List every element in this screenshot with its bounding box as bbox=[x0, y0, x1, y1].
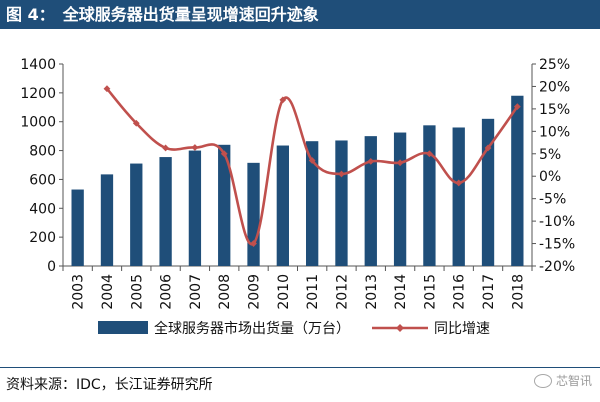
x-axis-tick-label: 2014 bbox=[393, 274, 409, 310]
x-axis-tick-label: 2003 bbox=[71, 274, 87, 310]
right-axis-tick-label: 5% bbox=[539, 147, 561, 163]
right-axis-tick-label: 0% bbox=[539, 169, 561, 185]
growth-point bbox=[162, 144, 169, 152]
x-axis-tick-label: 2004 bbox=[100, 274, 116, 310]
x-axis-tick-label: 2009 bbox=[247, 274, 263, 310]
x-axis-tick-label: 2008 bbox=[217, 274, 233, 310]
growth-point bbox=[338, 170, 345, 178]
growth-line bbox=[105, 87, 519, 246]
watermark-text: 芯智讯 bbox=[555, 374, 592, 388]
bar-2012 bbox=[335, 140, 348, 266]
bar-2016 bbox=[452, 127, 465, 266]
right-axis-tick-label: 25% bbox=[539, 57, 570, 73]
right-axis-tick-label: -10% bbox=[539, 214, 575, 230]
growth-point bbox=[455, 179, 463, 187]
legend-line-label: 同比增速 bbox=[434, 321, 490, 337]
bar-2010 bbox=[276, 145, 289, 266]
x-axis-tick-label: 2006 bbox=[159, 274, 175, 310]
growth-point bbox=[396, 159, 404, 167]
x-axis-tick-label: 2013 bbox=[364, 274, 380, 310]
x-axis-tick-label: 2007 bbox=[188, 274, 204, 310]
left-axis-tick-label: 800 bbox=[29, 144, 56, 160]
source-note: 资料来源：IDC，长江证券研究所 bbox=[6, 377, 213, 393]
right-axis-tick-label: -20% bbox=[539, 259, 575, 275]
wechat-icon bbox=[533, 373, 552, 388]
figure-label: 图 4： bbox=[6, 5, 55, 24]
figure-title-bar: 图 4： 全球服务器出货量呈现增速回升迹象 bbox=[0, 0, 600, 29]
bar-2015 bbox=[423, 125, 436, 266]
x-axis-tick-label: 2012 bbox=[334, 274, 350, 310]
legend-bar-swatch bbox=[98, 321, 148, 334]
legend-line-marker bbox=[396, 324, 404, 332]
left-axis-tick-label: 400 bbox=[29, 201, 56, 217]
left-axis-tick-label: 600 bbox=[29, 172, 56, 188]
x-axis-tick-label: 2015 bbox=[422, 274, 438, 310]
legend-bar-label: 全球服务器市场出货量（万台） bbox=[154, 320, 350, 337]
growth-point bbox=[308, 157, 316, 164]
bar-2005 bbox=[130, 163, 143, 266]
bar-2007 bbox=[188, 150, 202, 266]
bar-2014 bbox=[393, 132, 407, 266]
bar-2011 bbox=[306, 141, 319, 266]
combo-chart: 0 200 400 600 800 1000 1200 1400 -20% -15% -10% -5%… bbox=[20, 57, 575, 337]
figure-title: 全球服务器出货量呈现增速回升迹象 bbox=[62, 5, 319, 24]
growth-point bbox=[484, 144, 492, 152]
left-axis-tick-label: 1000 bbox=[20, 115, 56, 131]
bar-2013 bbox=[364, 136, 377, 266]
growth-point bbox=[103, 85, 111, 93]
x-axis-tick-label: 2018 bbox=[510, 274, 526, 310]
growth-point bbox=[132, 119, 140, 127]
bar-2003 bbox=[71, 189, 84, 266]
x-axis-tick-label: 2017 bbox=[481, 274, 497, 310]
watermark: 芯智讯 bbox=[533, 372, 592, 389]
x-axis-tick-label: 2016 bbox=[452, 274, 468, 310]
right-axis-tick-label: -15% bbox=[539, 237, 575, 253]
growth-point bbox=[367, 158, 375, 165]
x-axis-tick-label: 2005 bbox=[129, 274, 145, 310]
left-axis-tick-label: 1400 bbox=[20, 57, 56, 73]
left-axis-tick-label: 1200 bbox=[20, 86, 56, 102]
bar-2004 bbox=[100, 174, 114, 266]
right-axis-tick-label: -5% bbox=[539, 192, 566, 208]
growth-point bbox=[513, 103, 521, 111]
growth-point bbox=[250, 240, 257, 247]
left-axis-tick-label: 200 bbox=[29, 230, 56, 246]
bar-2009 bbox=[247, 162, 260, 266]
bar-2017 bbox=[481, 118, 495, 266]
chart-area: 0 200 400 600 800 1000 1200 1400 -20% -15% -10% -5%… bbox=[0, 29, 600, 367]
growth-point bbox=[191, 144, 199, 151]
growth-point bbox=[279, 96, 287, 104]
bar-2008 bbox=[218, 144, 231, 266]
x-axis-tick-label: 2010 bbox=[276, 274, 292, 310]
bar-2006 bbox=[159, 157, 172, 266]
source-divider bbox=[0, 367, 600, 368]
growth-point bbox=[426, 150, 433, 158]
right-axis-tick-label: 20% bbox=[539, 79, 570, 95]
x-axis-tick-label: 2011 bbox=[305, 274, 321, 310]
growth-point bbox=[220, 150, 228, 158]
right-axis-tick-label: 15% bbox=[539, 102, 570, 118]
right-axis-tick-label: 10% bbox=[539, 124, 570, 140]
left-axis-tick-label: 0 bbox=[47, 259, 56, 275]
bar-2018 bbox=[511, 95, 524, 266]
